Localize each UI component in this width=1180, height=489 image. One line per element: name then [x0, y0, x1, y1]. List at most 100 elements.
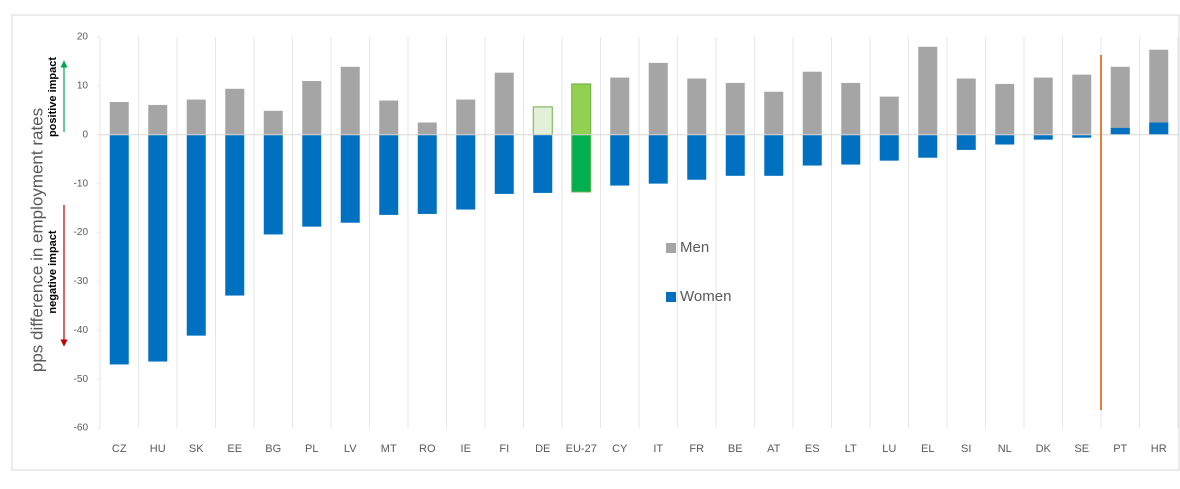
bar	[263, 110, 283, 135]
bar	[802, 71, 822, 135]
legend-swatch	[666, 243, 676, 253]
bar	[879, 134, 899, 161]
x-tick-label: MT	[381, 443, 397, 455]
bar	[340, 66, 360, 135]
bar	[1033, 134, 1053, 140]
bar	[109, 102, 129, 135]
bar	[571, 134, 592, 193]
legend-label: Men	[680, 239, 709, 256]
y-tick-label: 10	[77, 81, 89, 92]
bar	[1110, 127, 1130, 135]
bar	[956, 134, 976, 150]
bar	[995, 83, 1015, 135]
bar	[1110, 66, 1130, 135]
bar	[494, 72, 514, 135]
x-tick-label: FR	[689, 443, 704, 455]
x-tick-label: EL	[921, 443, 934, 455]
annotation: positive impact	[47, 57, 59, 137]
x-tick-label: PL	[305, 443, 318, 455]
bar	[225, 134, 245, 296]
frame	[11, 14, 1180, 471]
x-tick-label: PT	[1113, 443, 1127, 455]
x-tick-label: IT	[653, 443, 663, 455]
bar	[610, 134, 630, 186]
bar	[417, 122, 437, 135]
annotation: negative impact	[47, 230, 59, 313]
bar	[725, 134, 745, 176]
bar	[1072, 134, 1092, 138]
x-tick-label: IE	[461, 443, 471, 455]
x-tick-label: RO	[419, 443, 436, 455]
bar	[494, 134, 514, 194]
y-tick-label: -40	[74, 325, 89, 336]
bar	[379, 134, 399, 215]
x-tick-label: FI	[499, 443, 509, 455]
x-tick-label: HU	[150, 443, 166, 455]
x-tick-label: SE	[1074, 443, 1089, 455]
x-tick-label: SK	[189, 443, 204, 455]
bar	[725, 82, 745, 135]
bar	[995, 134, 1015, 145]
bar	[841, 82, 861, 135]
x-tick-label: DK	[1036, 443, 1052, 455]
bar	[340, 134, 360, 223]
bar	[456, 134, 476, 210]
x-tick-label: BG	[265, 443, 281, 455]
bar	[148, 104, 168, 135]
x-tick-label: EU-27	[566, 443, 597, 455]
bar	[302, 80, 322, 135]
y-tick-label: 0	[82, 129, 88, 140]
bar	[302, 134, 322, 227]
x-tick-label: BE	[728, 443, 743, 455]
x-tick-label: LV	[344, 443, 357, 455]
bar	[956, 78, 976, 135]
bar	[109, 134, 129, 365]
y-tick-label: -30	[74, 276, 89, 287]
x-tick-label: EE	[227, 443, 242, 455]
bar	[918, 134, 938, 158]
y-tick-label: 20	[77, 32, 89, 43]
x-tick-label: CZ	[112, 443, 127, 455]
x-tick-label: LT	[845, 443, 857, 455]
bar	[148, 134, 168, 362]
bar	[186, 134, 206, 336]
bar	[687, 78, 707, 135]
bar	[648, 134, 668, 184]
bar	[610, 77, 630, 135]
x-tick-label: HR	[1151, 443, 1167, 455]
bar	[379, 100, 399, 135]
y-tick-label: -60	[74, 423, 89, 434]
x-tick-label: CY	[612, 443, 628, 455]
bar	[841, 134, 861, 165]
x-tick-label: LU	[882, 443, 896, 455]
bar	[648, 62, 668, 135]
bar	[571, 83, 592, 136]
bar	[532, 106, 553, 136]
legend-swatch	[666, 292, 676, 302]
bar	[533, 134, 553, 193]
bar	[263, 134, 283, 235]
x-tick-label: AT	[767, 443, 781, 455]
bar	[186, 99, 206, 135]
bar	[802, 134, 822, 166]
x-tick-label: NL	[998, 443, 1012, 455]
bar	[764, 91, 784, 135]
y-tick-label: -20	[74, 227, 89, 238]
bar	[1149, 122, 1169, 135]
bar	[879, 96, 899, 135]
bar	[764, 134, 784, 176]
x-tick-label: ES	[805, 443, 820, 455]
y-axis-label: pps difference in employment rates	[27, 108, 46, 372]
x-tick-label: DE	[535, 443, 550, 455]
bar	[1033, 77, 1053, 135]
bar	[1149, 49, 1169, 135]
bar	[417, 134, 437, 214]
legend-label: Women	[680, 288, 731, 305]
bar	[918, 46, 938, 135]
y-tick-label: -50	[74, 374, 89, 385]
bar	[225, 88, 245, 135]
bar	[687, 134, 707, 180]
x-tick-label: SI	[961, 443, 971, 455]
bar	[456, 99, 476, 135]
